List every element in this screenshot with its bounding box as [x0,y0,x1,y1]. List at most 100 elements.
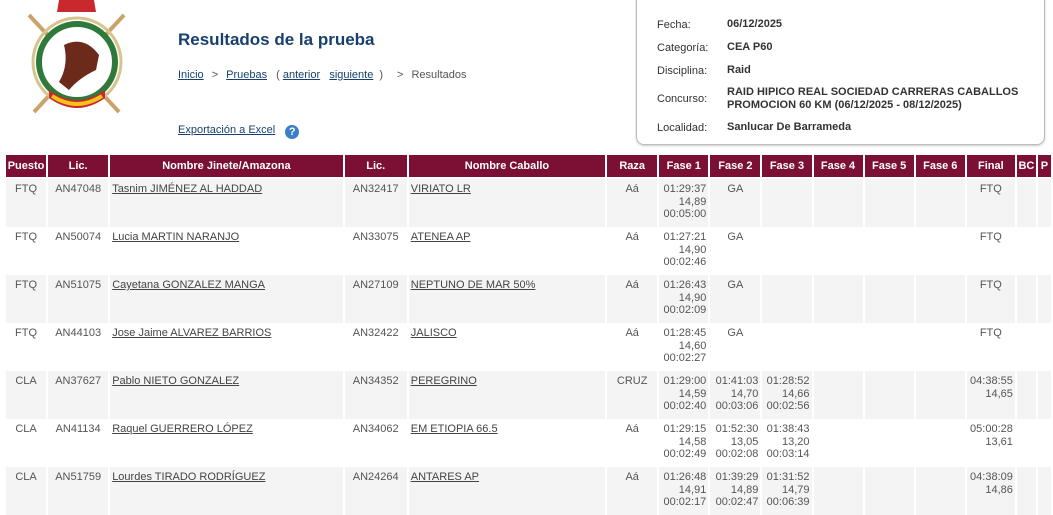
jinete-cell-link[interactable]: Cayetana GONZALEZ MANGA [112,279,266,291]
bc-cell [1017,227,1036,275]
fase-3-cell-line: 00:02:56 [766,400,810,412]
fase-6-cell [915,371,965,419]
p-cell [1037,371,1051,419]
final-cell-line: 13,61 [985,435,1013,448]
column-header: Raza [607,155,658,179]
caballo-cell: VIRIATO LR [408,179,606,227]
fase-6-cell [915,467,965,515]
info-label: Disciplina: [657,64,708,77]
table-row: FTQ AN44103 Jose Jaime ALVAREZ BARRIOS AN32… [6,323,1051,371]
fase-1-cell-line: 01:29:15 [663,423,707,435]
siguiente-link[interactable]: siguiente [329,69,374,81]
fase-5-cell [865,323,914,371]
fase-3-cell [762,227,811,275]
fase-2-cell: GA [710,323,760,371]
raza-cell-text: Aá [625,279,639,291]
jinete-cell-link[interactable]: Tasnim JIMÉNEZ AL HADDAD [112,183,263,195]
p-cell [1038,227,1051,275]
export-excel-link[interactable]: Exportación a Excel [178,124,276,136]
fase-2-cell-line: 00:03:06 [715,400,759,412]
jinete-cell-link[interactable]: Lourdes TIRADO RODRÍGUEZ [112,471,266,483]
bc-cell [1016,179,1036,227]
column-header: Final [966,155,1015,179]
caballo-cell: JALISCO [409,323,605,371]
fase-2-cell: GA [710,275,761,323]
puesto-cell: FTQ [6,275,47,323]
final-cell-line: 04:38:09 [970,471,1013,483]
lic-jinete-cell: AN51075 [48,275,109,323]
final-cell: FTQ [967,323,1015,371]
caballo-cell-link[interactable]: EM ETIOPIA 66.5 [410,423,498,435]
puesto-cell: CLA [6,371,47,419]
caballo-cell-link[interactable]: NEPTUNO DE MAR 50% [410,279,536,291]
caballo-cell-link[interactable]: ANTARES AP [410,471,480,483]
fase-1-cell-line: 00:02:27 [663,352,707,364]
fase-3-cell: 01:38:43 13,20 00:03:14 [762,419,811,467]
column-header: Fase 5 [864,155,914,179]
breadcrumb-separator: > [211,69,219,81]
final-cell: 05:00:28 13,61 [967,419,1015,467]
final-cell-line: FTQ [979,183,1002,195]
column-header: Fase 6 [915,155,965,179]
lic-caballo-cell-text: AN27109 [352,279,399,291]
raza-cell-text: Aá [625,183,639,195]
lic-jinete-cell-text: AN37627 [55,375,102,387]
lic-caballo-cell-text: AN32422 [352,327,399,339]
fase-6-cell [915,179,965,227]
fase-1-cell-line: 00:02:49 [663,448,707,460]
jinete-cell-link[interactable]: Jose Jaime ALVAREZ BARRIOS [112,327,272,339]
page-title: Resultados de la prueba [178,30,375,49]
breadcrumb-current: Resultados [411,69,467,81]
p-cell [1038,419,1051,467]
caballo-cell-link[interactable]: PEREGRINO [410,375,477,387]
fase-4-cell [814,227,863,275]
fase-1-cell: 01:29:37 14,89 00:05:00 [659,179,709,227]
info-value: RAID HIPICO REAL SOCIEDAD CARRERAS CABAL… [727,86,1019,111]
paren-close: ) [379,69,384,81]
export-section: Exportación a Excel? [178,124,300,139]
caballo-cell-link[interactable]: VIRIATO LR [410,183,471,195]
puesto-cell-text: FTQ [15,279,38,291]
puesto-cell-text: CLA [15,471,37,483]
anterior-link[interactable]: anterior [282,69,321,81]
fase-3-cell [762,179,812,227]
fase-3-cell-line: 14,66 [781,387,810,400]
lic-caballo-cell-text: AN32417 [352,183,399,195]
fase-2-cell-line: 14,70 [730,387,759,400]
fase-1-cell-line: 01:28:45 [663,327,707,339]
fase-1-cell-line: 01:29:00 [663,375,707,387]
fase-2-cell-line: 01:52:30 [715,423,759,435]
lic-jinete-cell-text: AN51075 [55,279,102,291]
fase-1-cell: 01:27:21 14,90 00:02:46 [659,227,708,275]
fase-1-cell-line: 14,90 [678,291,707,304]
lic-jinete-cell-text: AN47048 [55,183,102,195]
fase-2-cell-line: 01:41:03 [715,375,759,387]
breadcrumb: Inicio > Pruebas (anterior siguiente) > Resu… [178,69,467,81]
caballo-cell: ATENEA AP [409,227,605,275]
lic-jinete-cell-text: AN51759 [55,471,102,483]
fase-6-cell [916,323,965,371]
caballo-cell-link[interactable]: ATENEA AP [410,231,471,243]
column-header: Lic. [344,155,407,179]
bc-cell [1016,275,1036,323]
fase-5-cell [864,371,914,419]
info-row: Concurso: RAID HIPICO REAL SOCIEDAD CARRE… [657,82,1044,116]
jinete-cell-link[interactable]: Pablo NIETO GONZALEZ [112,375,240,387]
info-label: Localidad: [657,121,708,134]
final-cell: 04:38:55 14,65 [966,371,1015,419]
help-icon[interactable]: ? [285,125,300,139]
caballo-cell-link[interactable]: JALISCO [410,327,457,339]
lic-caballo-cell-text: AN34352 [352,375,399,387]
fase-2-cell-line: 00:02:08 [715,448,759,460]
jinete-cell-link[interactable]: Raquel GUERRERO LÓPEZ [112,423,253,435]
info-value: 06/12/2025 [727,18,783,30]
jinete-cell-link[interactable]: Lucia MARTIN NARANJO [112,231,240,243]
p-cell [1037,467,1051,515]
jinete-cell: Jose Jaime ALVAREZ BARRIOS [110,323,342,371]
fase-3-cell-line: 01:38:43 [766,423,810,435]
jinete-cell: Tasnim JIMÉNEZ AL HADDAD [110,179,343,227]
breadcrumb-inicio-link[interactable]: Inicio [178,69,204,81]
fase-2-cell: 01:39:29 14,89 00:02:47 [710,467,761,515]
puesto-cell: CLA [6,419,46,467]
breadcrumb-pruebas-link[interactable]: Pruebas [226,69,268,81]
